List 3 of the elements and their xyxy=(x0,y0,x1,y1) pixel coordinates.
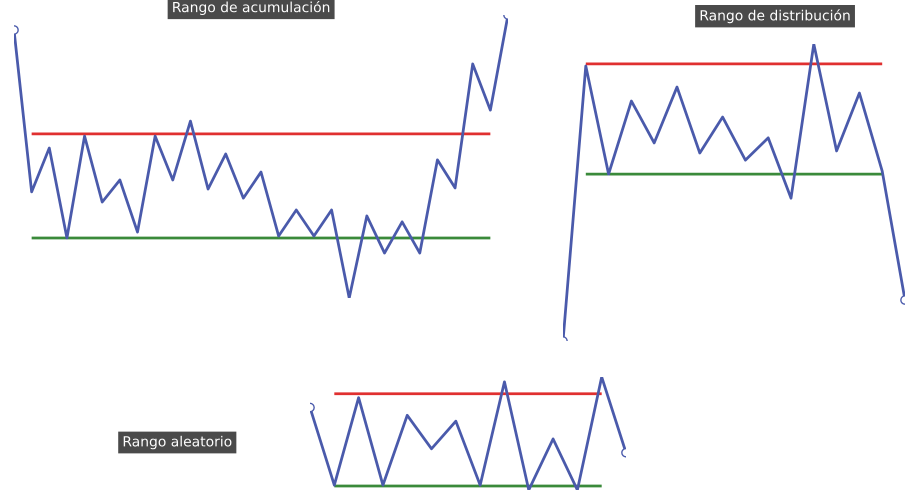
chart-title: Rango de distribución xyxy=(700,9,850,24)
chart-title: Rango de acumulación xyxy=(173,1,330,15)
text: Rango aleatorio xyxy=(124,436,232,450)
